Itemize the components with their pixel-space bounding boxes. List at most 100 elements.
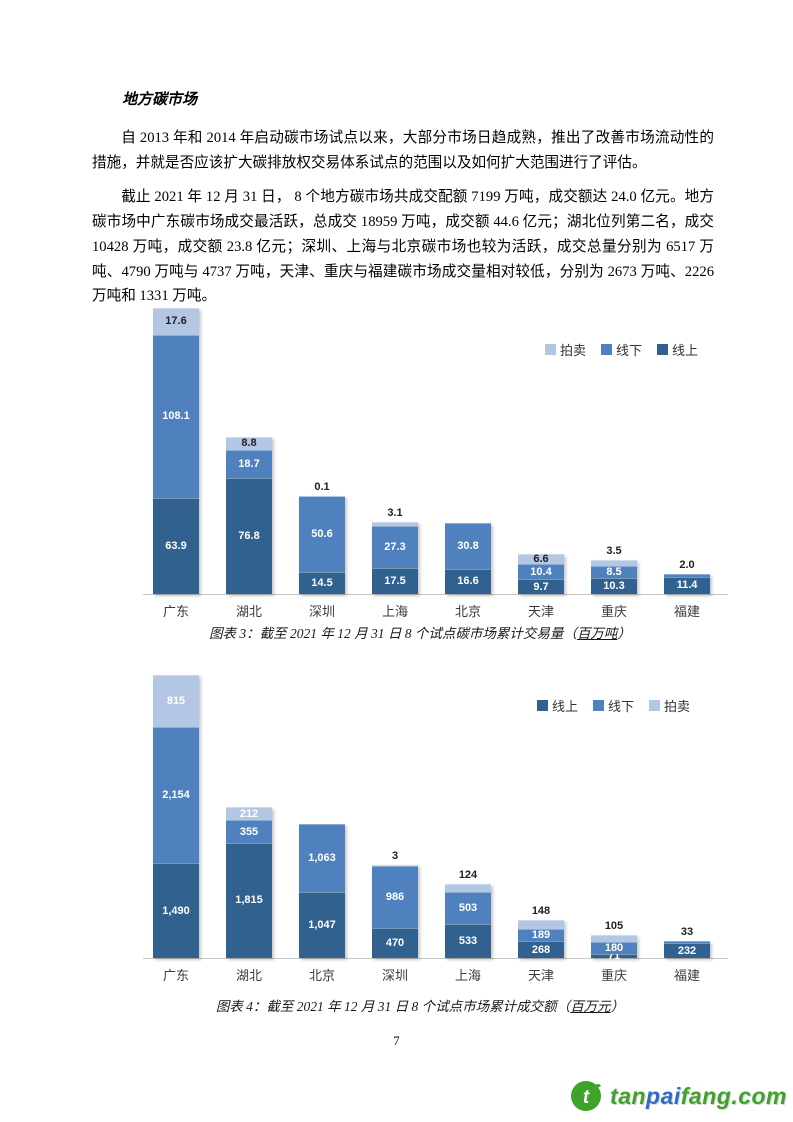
- bar-segment: [591, 560, 637, 566]
- bar-above-label: 3.1: [387, 506, 403, 519]
- bar: 1,490 2,154 815: [153, 675, 199, 958]
- bar: 63.9 108.1 17.6: [153, 308, 199, 594]
- bar: 268 189: [518, 919, 564, 958]
- bar-segment: 16.6: [445, 568, 491, 594]
- body-paragraph: 自 2013 年和 2014 年启动碳市场试点以来，大部分市场日趋成熟，推出了改…: [92, 130, 714, 171]
- bar-segment: 1,047: [299, 891, 345, 958]
- bar-segment: 8.8: [226, 436, 272, 450]
- bar-segment: 50.6: [299, 495, 345, 573]
- bar-above-label: 0.1: [314, 480, 330, 493]
- bar-segment: 9.7: [518, 579, 564, 594]
- bar-segment: 180: [591, 942, 637, 954]
- caption-unit: 百万元: [570, 999, 611, 1014]
- category-label: 天津: [527, 604, 554, 619]
- bar-value-label: 986: [385, 890, 405, 903]
- bar-value-label: 503: [458, 902, 478, 915]
- bar-value-label: 212: [239, 807, 259, 820]
- tanpaifang-logo-icon: t: [571, 1081, 602, 1111]
- bar-segment: [372, 521, 418, 527]
- bar-segment: 27.3: [372, 526, 418, 568]
- bar-value-label: 17.6: [165, 315, 187, 328]
- svg-text:t: t: [583, 1087, 590, 1108]
- figure-3-legend: 拍卖 线下 线上: [545, 340, 698, 359]
- bar: 1,815 355 212: [226, 806, 272, 958]
- category-label: 湖北: [235, 604, 262, 619]
- bar-value-label: 815: [166, 694, 186, 707]
- logo-part-fang: fang.com: [680, 1082, 787, 1109]
- legend-label: 线下: [616, 343, 643, 358]
- bar-value-label: 63.9: [165, 539, 187, 552]
- category-label: 上海: [381, 604, 408, 619]
- category-label: 湖北: [235, 968, 262, 983]
- legend-label: 线上: [552, 699, 579, 714]
- bar-segment: 2,154: [153, 726, 199, 864]
- bar: 76.8 18.7 8.8: [226, 436, 272, 594]
- bar-above-label: 2.0: [679, 558, 695, 571]
- caption-text: 图表 3：截至 2021 年 12 月 31 日 8 个试点碳市场累计交易量（: [209, 626, 577, 641]
- category-label: 深圳: [381, 968, 408, 983]
- bar-above-label: 3.5: [606, 545, 622, 558]
- figure-4-plot: 1,490 2,154 815 广东 1,815 355 212 湖北 1,047 1,063 北京…: [143, 675, 728, 983]
- logo-part-tan: tan: [610, 1082, 647, 1109]
- bar-above-label: 3: [391, 850, 399, 863]
- bar-value-label: 50.6: [311, 527, 333, 540]
- bar-value-label: 1,063: [308, 851, 336, 864]
- bar-segment: 30.8: [445, 522, 491, 569]
- bar-value-label: 355: [239, 825, 259, 838]
- bar-value-label: 16.6: [457, 575, 479, 588]
- bar-value-label: 30.8: [457, 539, 479, 552]
- bar: 14.5 50.6: [299, 495, 345, 594]
- legend-item: 线下: [593, 696, 634, 715]
- legend-swatch: [657, 344, 669, 355]
- bar: 10.3 8.5: [591, 560, 637, 594]
- logo-part-pai: pai: [646, 1082, 681, 1109]
- category-label: 广东: [162, 968, 189, 983]
- category-label: 北京: [454, 604, 481, 619]
- bar-segment: 6.6: [518, 553, 564, 565]
- bar-segment: 76.8: [226, 478, 272, 594]
- legend-swatch: [601, 344, 613, 355]
- bar-value-label: 1,490: [162, 904, 190, 917]
- bar-value-label: 1,047: [308, 918, 336, 931]
- section-heading: 地方碳市场: [122, 92, 198, 108]
- bar-segment: 1,815: [226, 842, 272, 958]
- category-label: 重庆: [600, 968, 627, 983]
- bar-segment: 355: [226, 820, 272, 843]
- bar-value-label: 27.3: [384, 541, 406, 554]
- bar-above-label: 148: [531, 904, 551, 917]
- bar-value-label: 9.7: [533, 580, 549, 593]
- legend-label: 线下: [608, 699, 635, 714]
- figure-4-caption: 图表 4：截至 2021 年 12 月 31 日 8 个试点市场累计成交额（百万…: [100, 995, 740, 1015]
- bar-segment: 10.3: [591, 578, 637, 594]
- bar-segment: 17.6: [153, 308, 199, 335]
- bar-value-label: 1,815: [235, 894, 263, 907]
- site-logo: t tanpaifang.com: [570, 1080, 787, 1112]
- bar-value-label: 18.7: [238, 458, 260, 471]
- bar-value-label: 533: [458, 935, 478, 948]
- bar-segment: [518, 919, 564, 929]
- legend-swatch: [537, 700, 548, 711]
- category-label: 天津: [527, 968, 554, 983]
- category-label: 上海: [454, 968, 481, 983]
- bar-above-label: 33: [680, 926, 694, 939]
- bar: 533 503: [445, 884, 491, 958]
- bar-segment: 232: [664, 943, 710, 958]
- bar-segment: 108.1: [153, 334, 199, 498]
- legend-item: 线下: [601, 340, 642, 359]
- bar: 71 180: [591, 935, 637, 962]
- legend-item: 线上: [537, 696, 578, 715]
- bar: 17.5 27.3: [372, 521, 418, 594]
- bar-value-label: 10.3: [603, 580, 625, 593]
- caption-unit: 百万吨: [576, 626, 618, 641]
- bar-segment: 71: [591, 950, 637, 962]
- caption-text: 图表 4：截至 2021 年 12 月 31 日 8 个试点市场累计成交额（: [215, 999, 571, 1014]
- body-text: 自 2013 年和 2014 年启动碳市场试点以来，大部分市场日趋成熟，推出了改…: [92, 126, 714, 319]
- site-logo-text: tanpaifang.com: [610, 1083, 787, 1110]
- category-label: 重庆: [600, 604, 627, 619]
- page-number: 7: [393, 1034, 400, 1048]
- body-paragraph: 截止 2021 年 12 月 31 日， 8 个地方碳市场共成交配额 7199 …: [92, 189, 714, 305]
- bar-above-label: 105: [604, 920, 624, 933]
- bar: 16.6 30.8: [445, 522, 491, 594]
- bar: 232: [664, 941, 710, 958]
